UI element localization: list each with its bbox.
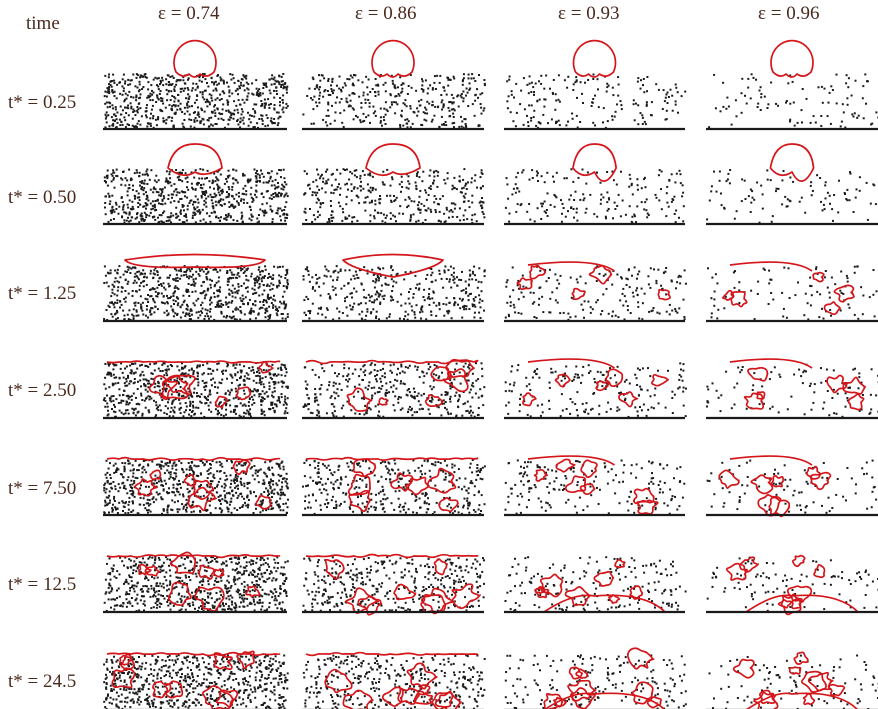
panel-r2-c4 bbox=[706, 143, 878, 226]
column-header-3: ε = 0.93 bbox=[558, 3, 619, 24]
panel-r1-c1 bbox=[103, 39, 289, 131]
liquid-interface bbox=[732, 651, 859, 709]
panel-r1-c3 bbox=[504, 39, 687, 131]
liquid-interface bbox=[305, 651, 479, 709]
row-labels: t* = 0.25 t* = 0.50 t* = 1.25 t* = 2.50 … bbox=[8, 92, 76, 692]
liquid-interface bbox=[527, 455, 659, 515]
particle-field bbox=[504, 362, 687, 418]
particle-field bbox=[706, 169, 877, 224]
particle-field bbox=[708, 654, 878, 709]
panel-r4-c2 bbox=[302, 358, 486, 420]
particle-field bbox=[103, 556, 289, 612]
panel-r2-c3 bbox=[504, 143, 685, 226]
panel-r4-c1 bbox=[103, 360, 289, 420]
particle-field bbox=[504, 168, 685, 224]
panel-r5-c4 bbox=[706, 455, 878, 518]
liquid-interface bbox=[769, 143, 815, 182]
particle-field bbox=[103, 265, 289, 321]
particle-field bbox=[103, 459, 289, 515]
column-header-1: ε = 0.74 bbox=[158, 3, 220, 24]
panel-r3-c2 bbox=[302, 253, 486, 323]
column-headers: ε = 0.74 ε = 0.86 ε = 0.93 ε = 0.96 bbox=[158, 3, 819, 24]
liquid-interface bbox=[173, 39, 217, 78]
liquid-interface bbox=[365, 143, 421, 177]
panel-r6-c1 bbox=[103, 551, 289, 614]
liquid-interface bbox=[106, 551, 281, 612]
row-label-3: t* = 1.25 bbox=[8, 283, 76, 304]
time-header: time bbox=[26, 13, 60, 34]
liquid-interface bbox=[722, 261, 855, 316]
particle-field bbox=[506, 73, 687, 129]
particle-field bbox=[706, 459, 878, 514]
panel-r3-c1 bbox=[103, 253, 289, 323]
liquid-interface bbox=[729, 358, 866, 411]
liquid-interface bbox=[543, 647, 666, 709]
panel-r7-c1 bbox=[103, 650, 289, 709]
panel-r6-c2 bbox=[302, 553, 485, 616]
column-header-4: ε = 0.96 bbox=[758, 3, 819, 24]
particle-field bbox=[706, 556, 878, 612]
liquid-interface bbox=[572, 143, 617, 182]
panel-r2-c2 bbox=[302, 143, 486, 226]
particle-field bbox=[302, 459, 486, 515]
particle-field bbox=[103, 168, 289, 224]
particle-field bbox=[103, 73, 289, 129]
panel-r7-c4 bbox=[706, 651, 878, 709]
liquid-interface bbox=[534, 558, 666, 613]
liquid-interface bbox=[305, 456, 479, 513]
panel-r5-c1 bbox=[103, 456, 289, 517]
liquid-interface bbox=[342, 253, 444, 278]
liquid-interface bbox=[725, 554, 859, 616]
row-label-6: t* = 12.5 bbox=[8, 574, 76, 595]
particle-field bbox=[302, 654, 486, 709]
liquid-interface bbox=[572, 39, 617, 78]
panel-r1-c2 bbox=[302, 39, 486, 131]
liquid-interface bbox=[305, 358, 479, 412]
liquid-interface bbox=[371, 39, 415, 78]
panel-r7-c3 bbox=[504, 647, 687, 709]
liquid-interface bbox=[522, 358, 669, 408]
row-label-1: t* = 0.25 bbox=[8, 92, 76, 113]
particle-field bbox=[706, 363, 878, 418]
liquid-interface bbox=[718, 455, 832, 518]
panel-r1-c4 bbox=[706, 39, 878, 131]
particle-field bbox=[504, 556, 687, 612]
particle-field bbox=[302, 556, 485, 612]
row-label-5: t* = 7.50 bbox=[8, 478, 76, 499]
particle-field bbox=[302, 73, 486, 129]
panel-r5-c3 bbox=[504, 455, 686, 517]
panel-r6-c4 bbox=[706, 554, 878, 616]
liquid-interface bbox=[124, 253, 266, 269]
row-label-4: t* = 2.50 bbox=[8, 380, 76, 401]
panel-r3-c3 bbox=[504, 261, 687, 323]
panel-r4-c3 bbox=[504, 358, 687, 420]
panel-r7-c2 bbox=[302, 651, 486, 709]
particle-field bbox=[504, 265, 687, 321]
column-header-2: ε = 0.86 bbox=[355, 3, 416, 24]
particle-field bbox=[303, 168, 486, 224]
particle-field bbox=[504, 654, 687, 709]
liquid-interface bbox=[516, 261, 671, 301]
liquid-interface bbox=[106, 650, 281, 709]
simulation-panels bbox=[103, 39, 878, 709]
liquid-interface bbox=[106, 456, 281, 512]
particle-field bbox=[302, 265, 486, 321]
row-label-7: t* = 24.5 bbox=[8, 671, 76, 692]
liquid-interface bbox=[106, 360, 281, 409]
row-label-2: t* = 0.50 bbox=[8, 187, 76, 208]
panel-r3-c4 bbox=[706, 261, 878, 323]
panel-r4-c4 bbox=[706, 358, 878, 420]
panel-r6-c3 bbox=[504, 556, 687, 614]
liquid-interface bbox=[167, 143, 223, 177]
particle-field bbox=[302, 362, 486, 418]
particle-field bbox=[708, 73, 878, 129]
panel-r2-c1 bbox=[103, 143, 289, 226]
liquid-interface bbox=[770, 39, 814, 78]
panel-r5-c2 bbox=[302, 456, 486, 517]
